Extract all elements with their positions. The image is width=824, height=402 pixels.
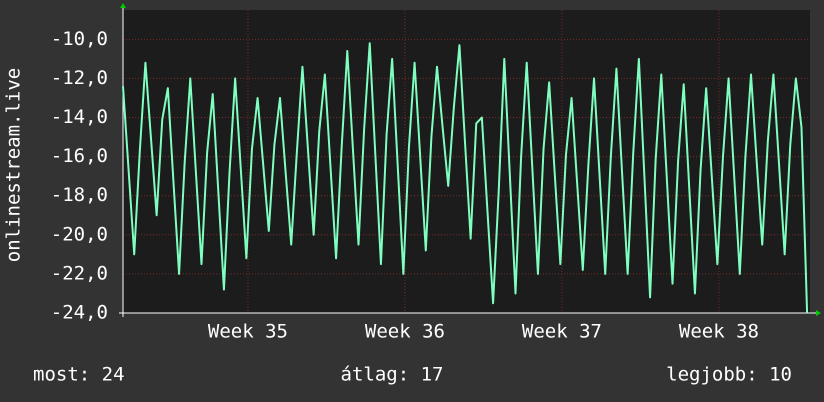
footer-last: most: 24	[33, 364, 125, 386]
y-tick-label: -14,0	[51, 106, 108, 128]
y-axis-label: onlinestream.live	[3, 68, 25, 262]
x-tick-label: Week 38	[679, 321, 759, 343]
y-tick-label: -10,0	[51, 28, 108, 50]
y-tick-label: -24,0	[51, 302, 108, 324]
y-tick-label: -18,0	[51, 184, 108, 206]
footer-best: legjobb: 10	[666, 364, 792, 386]
x-axis-arrow	[816, 310, 821, 316]
x-tick-label: Week 37	[522, 321, 602, 343]
data-line	[122, 42, 809, 314]
y-tick-label: -12,0	[51, 67, 108, 89]
footer-average: átlag: 17	[341, 364, 444, 386]
y-axis-arrow	[120, 3, 126, 8]
y-tick-label: -22,0	[51, 262, 108, 284]
y-tick-label: -20,0	[51, 223, 108, 245]
y-tick-label: -16,0	[51, 145, 108, 167]
x-tick-label: Week 35	[208, 321, 288, 343]
x-tick-label: Week 36	[365, 321, 445, 343]
